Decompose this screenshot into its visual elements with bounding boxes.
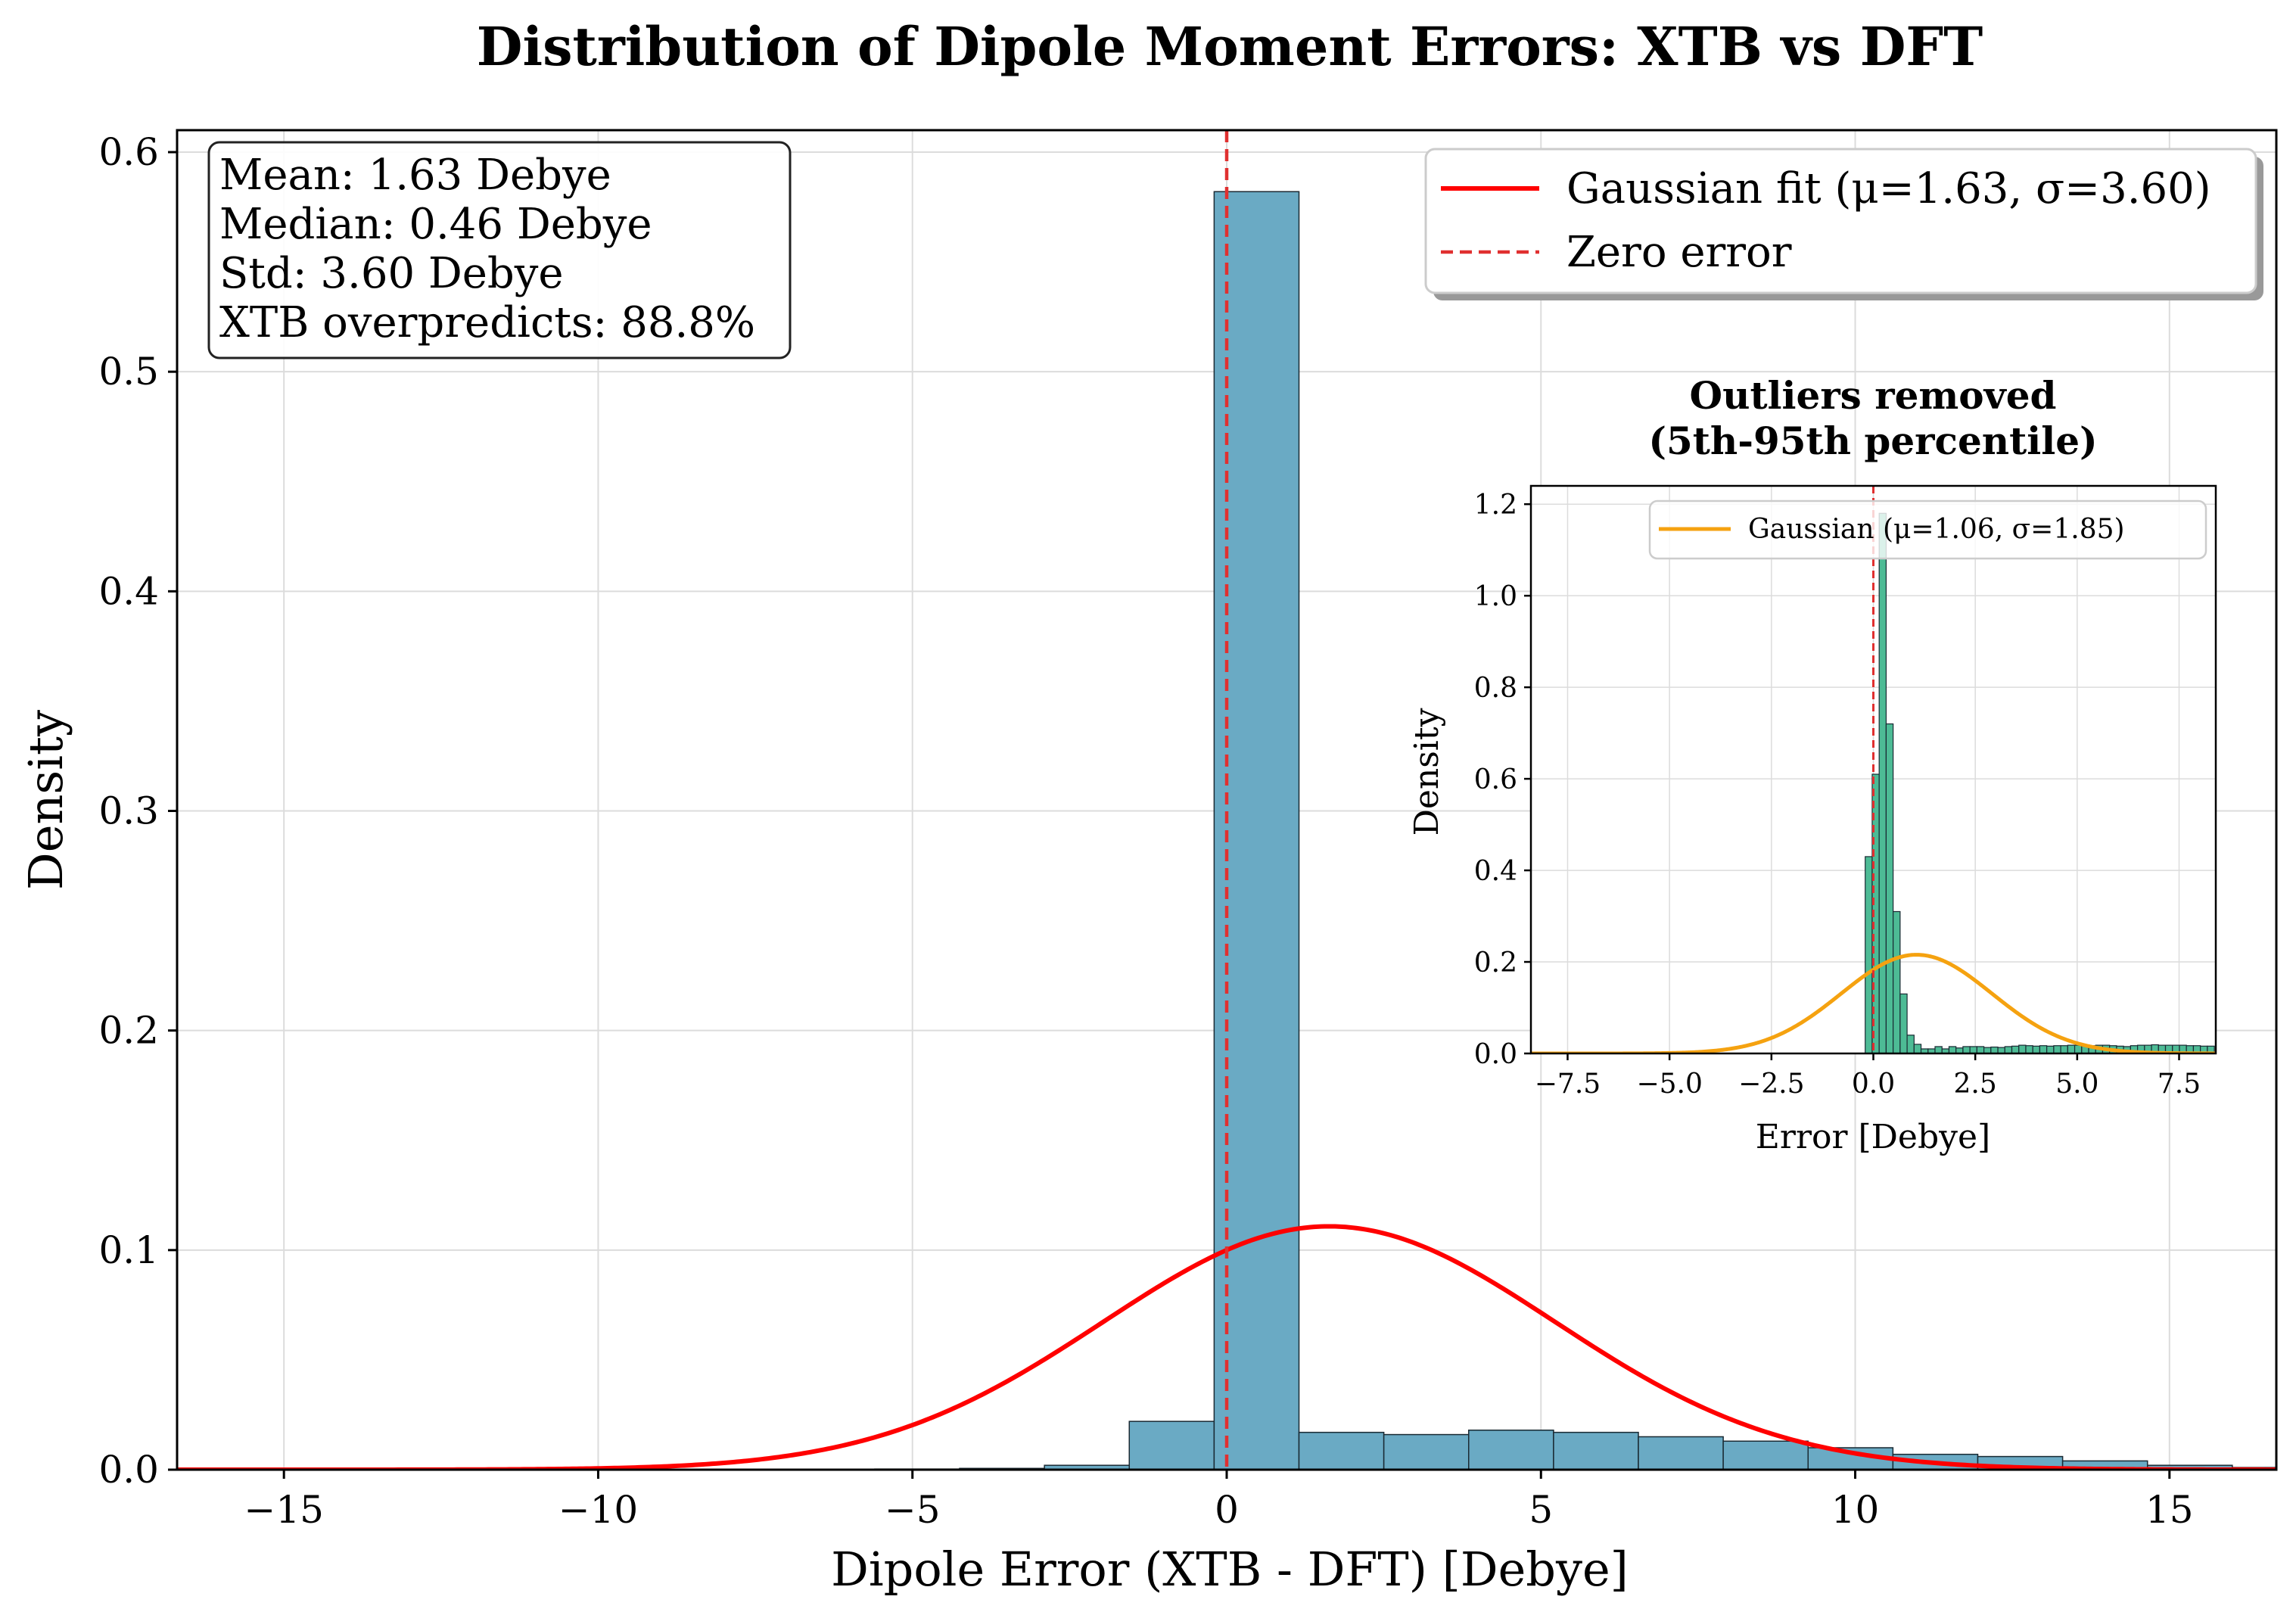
y-tick-label: 0.6	[1474, 764, 1517, 795]
histogram-bar	[2039, 1045, 2048, 1053]
histogram-bar	[1468, 1430, 1554, 1470]
main-y-axis-ticks: 0.0 0.1 0.2 0.3 0.4 0.5 0.6	[98, 130, 177, 1492]
histogram-bar	[1298, 1431, 1385, 1470]
stats-overpredicts: XTB overpredicts: 88.8%	[219, 298, 755, 347]
stats-std: Std: 3.60 Debye	[219, 249, 564, 298]
y-tick-label: 0.4	[98, 569, 159, 613]
x-tick-label: 7.5	[2158, 1069, 2201, 1100]
histogram-bar	[2074, 1044, 2083, 1053]
histogram-bar	[2067, 1044, 2076, 1053]
inset-chart: Outliers removed (5th-95th percentile) −…	[1408, 373, 2217, 1156]
y-tick-label: 1.2	[1474, 490, 1517, 521]
y-tick-label: 0.8	[1474, 673, 1517, 704]
y-tick-label: 0.6	[98, 130, 159, 174]
histogram-bar	[1128, 1421, 1215, 1470]
histogram-bar	[1885, 723, 1894, 1053]
histogram-bar	[1638, 1436, 1724, 1470]
chart-title: Distribution of Dipole Moment Errors: XT…	[477, 15, 1983, 78]
y-tick-label: 0.2	[1474, 948, 1517, 979]
x-tick-label: 2.5	[1954, 1069, 1997, 1100]
histogram-bar	[2060, 1045, 2068, 1053]
x-tick-label: 5.0	[2055, 1069, 2098, 1100]
inset-legend-gaussian-label: Gaussian (μ=1.06, σ=1.85)	[1748, 514, 2125, 545]
histogram-bar	[1906, 1035, 1915, 1053]
histogram-bar	[1990, 1046, 1999, 1053]
inset-title-line-2: (5th-95th percentile)	[1648, 419, 2097, 463]
histogram-bar	[1893, 910, 1901, 1053]
x-tick-label: 15	[2145, 1488, 2194, 1532]
histogram-bar	[2025, 1045, 2033, 1053]
x-tick-label: 5	[1529, 1488, 1553, 1532]
histogram-bar	[1913, 1044, 1922, 1053]
x-tick-label: −15	[244, 1488, 324, 1532]
y-tick-label: 0.0	[1474, 1039, 1517, 1070]
inset-histogram-bars	[1865, 512, 2215, 1053]
main-x-axis-label: Dipole Error (XTB - DFT) [Debye]	[831, 1542, 1629, 1597]
x-tick-label: 0.0	[1852, 1069, 1895, 1100]
main-x-axis-ticks: −15 −10 −5 0 5 10 15	[244, 1470, 2194, 1532]
main-legend-frame	[1424, 148, 2257, 294]
histogram-bar	[2046, 1045, 2055, 1053]
main-legend: Gaussian fit (μ=1.63, σ=3.60) Zero error	[1424, 148, 2263, 300]
x-tick-label: −5.0	[1636, 1069, 1702, 1100]
x-tick-label: −10	[558, 1488, 639, 1532]
stats-median: Median: 0.46 Debye	[219, 200, 652, 249]
y-tick-label: 1.0	[1474, 581, 1517, 612]
histogram-bar	[1948, 1046, 1957, 1053]
inset-title-line-1: Outliers removed	[1690, 373, 2057, 418]
histogram-bar	[2207, 1045, 2215, 1053]
x-tick-label: −5	[885, 1488, 941, 1532]
inset-y-axis-ticks: 0.0 0.2 0.4 0.6 0.8 1.0 1.2	[1474, 490, 1531, 1070]
inset-x-axis-label: Error [Debye]	[1756, 1118, 1990, 1156]
histogram-bar	[1722, 1440, 1809, 1470]
histogram-bar	[1976, 1046, 1985, 1053]
histogram-bar	[1865, 856, 1873, 1053]
inset-y-axis-label: Density	[1408, 708, 1446, 836]
legend-zero-error-label: Zero error	[1566, 228, 1792, 277]
histogram-bar	[1969, 1046, 1977, 1053]
histogram-bar	[2032, 1045, 2041, 1053]
histogram-bar	[2053, 1045, 2061, 1053]
histogram-bar	[1383, 1433, 1470, 1470]
y-tick-label: 0.0	[98, 1448, 159, 1492]
inset-legend-frame	[1648, 499, 2207, 560]
y-tick-label: 0.5	[98, 350, 159, 394]
inset-x-axis-ticks: −7.5 −5.0 −2.5 0.0 2.5 5.0 7.5	[1535, 1053, 2201, 1100]
inset-legend: Gaussian (μ=1.06, σ=1.85)	[1648, 499, 2207, 560]
x-tick-label: −7.5	[1535, 1069, 1601, 1100]
stats-mean: Mean: 1.63 Debye	[219, 151, 611, 200]
stats-box-frame	[207, 141, 792, 359]
histogram-bar	[1553, 1431, 1639, 1470]
y-tick-label: 0.4	[1474, 856, 1517, 887]
legend-gaussian-fit-label: Gaussian fit (μ=1.63, σ=3.60)	[1566, 164, 2211, 213]
histogram-bar	[1899, 993, 1908, 1053]
histogram-bar	[1934, 1046, 1943, 1053]
x-tick-label: 0	[1215, 1488, 1239, 1532]
y-tick-label: 0.3	[98, 789, 159, 833]
y-tick-label: 0.2	[98, 1009, 159, 1053]
histogram-bar	[2011, 1045, 2020, 1053]
y-tick-label: 0.1	[98, 1228, 159, 1272]
histogram-bar	[2004, 1046, 2013, 1053]
main-y-axis-label: Density	[18, 710, 73, 890]
histogram-bar	[1878, 512, 1887, 1053]
histogram-bar	[1962, 1046, 1971, 1053]
histogram-bar	[2018, 1044, 2027, 1053]
x-tick-label: −2.5	[1738, 1069, 1804, 1100]
stats-box: Mean: 1.63 Debye Median: 0.46 Debye Std:…	[207, 141, 792, 359]
x-tick-label: 10	[1831, 1488, 1880, 1532]
